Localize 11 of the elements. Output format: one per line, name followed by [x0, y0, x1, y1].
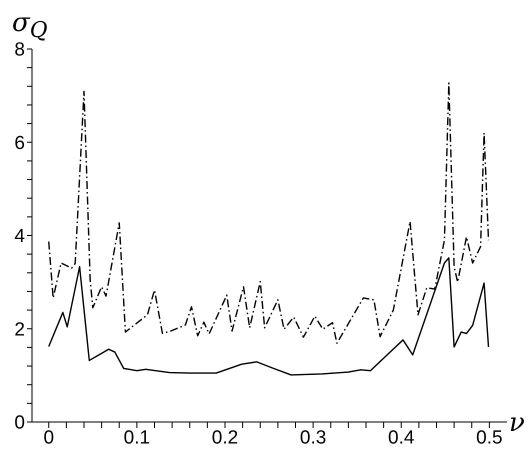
y-tick-label: 0 [14, 412, 25, 434]
y-tick-label: 4 [14, 226, 26, 248]
x-tick-label: 0.1 [124, 427, 150, 448]
x-tick-label: 0.3 [300, 427, 326, 448]
x-tick-label: 0.2 [212, 427, 238, 448]
x-tick-label: 0.5 [476, 427, 503, 448]
y-tick-label: 2 [14, 319, 25, 340]
x-axis-title: ν [509, 408, 525, 438]
x-tick-label: 0.4 [388, 427, 415, 448]
y-tick-label: 6 [14, 132, 25, 154]
x-tick-label: 0 [43, 427, 54, 448]
